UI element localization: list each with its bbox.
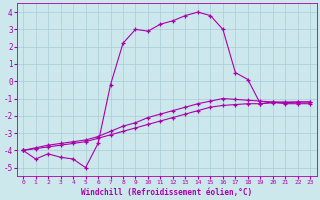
X-axis label: Windchill (Refroidissement éolien,°C): Windchill (Refroidissement éolien,°C) [81,188,252,197]
